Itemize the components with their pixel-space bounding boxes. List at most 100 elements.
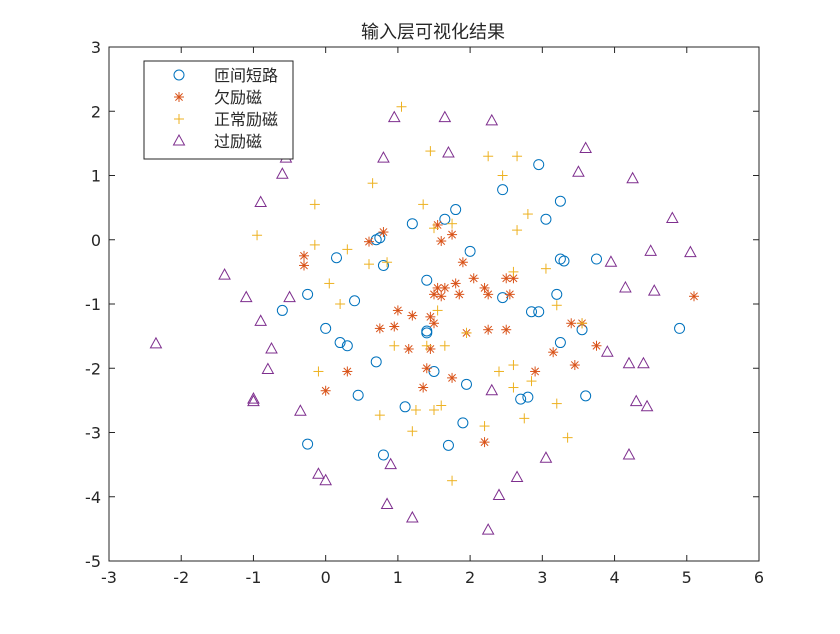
point-series-3 xyxy=(512,225,523,236)
point-series-1 xyxy=(399,401,411,413)
point-series-3 xyxy=(519,413,530,424)
point-series-2 xyxy=(389,321,400,332)
point-series-4 xyxy=(275,167,289,179)
point-series-1 xyxy=(341,340,353,352)
legend-label-4: 过励磁 xyxy=(214,132,262,151)
point-series-2 xyxy=(450,278,461,289)
point-series-3 xyxy=(512,151,523,162)
point-series-3 xyxy=(447,218,458,229)
point-series-4 xyxy=(665,211,679,224)
x-tick-label: 6 xyxy=(754,568,764,587)
point-series-1 xyxy=(406,218,418,230)
point-series-2 xyxy=(429,318,439,329)
point-series-3 xyxy=(410,405,421,416)
point-series-1 xyxy=(522,391,534,403)
point-series-3 xyxy=(382,257,393,268)
legend-label-1: 匝间短路 xyxy=(214,66,278,85)
point-series-1 xyxy=(302,288,314,300)
point-series-4 xyxy=(247,394,260,407)
point-series-1 xyxy=(428,365,440,377)
point-series-1 xyxy=(497,292,509,304)
x-tick-label: -2 xyxy=(173,568,189,587)
legend-marker-3 xyxy=(174,114,184,124)
point-series-4 xyxy=(539,451,553,463)
point-series-3 xyxy=(429,405,439,416)
point-series-2 xyxy=(689,291,699,302)
point-series-2 xyxy=(436,236,447,247)
point-series-1 xyxy=(540,213,552,225)
point-series-4 xyxy=(492,488,506,500)
point-series-2 xyxy=(454,289,465,300)
point-series-3 xyxy=(313,366,324,377)
point-series-3 xyxy=(364,259,374,270)
y-tick-label: -4 xyxy=(85,488,101,507)
point-series-4 xyxy=(319,473,333,486)
point-series-3 xyxy=(309,199,320,210)
point-series-3 xyxy=(309,239,320,250)
point-series-2 xyxy=(403,343,414,354)
point-series-2 xyxy=(421,363,432,374)
point-series-3 xyxy=(497,170,508,181)
point-series-3 xyxy=(425,146,436,157)
point-series-4 xyxy=(247,392,260,404)
point-series-1 xyxy=(334,337,346,349)
point-series-4 xyxy=(387,110,401,123)
y-tick-label: -2 xyxy=(85,359,101,378)
point-series-3 xyxy=(508,266,519,277)
point-series-2 xyxy=(299,250,309,261)
y-tick-label: 2 xyxy=(91,102,101,121)
y-tick-label: 3 xyxy=(91,38,101,57)
point-series-3 xyxy=(436,400,447,411)
point-series-1 xyxy=(370,356,382,368)
point-series-1 xyxy=(551,288,563,300)
point-series-2 xyxy=(530,366,541,377)
point-series-3 xyxy=(508,382,519,393)
legend-label-2: 欠励磁 xyxy=(214,88,262,107)
y-tick-label: -3 xyxy=(85,424,101,443)
point-series-3 xyxy=(367,178,378,189)
point-series-4 xyxy=(481,523,495,535)
point-series-3 xyxy=(432,305,443,316)
legend-box xyxy=(143,60,294,160)
point-series-3 xyxy=(389,340,400,351)
point-series-4 xyxy=(626,171,639,184)
point-series-2 xyxy=(429,289,439,300)
x-tick-label: -1 xyxy=(245,568,261,587)
point-series-1 xyxy=(352,389,364,401)
y-tick-label: 1 xyxy=(91,167,101,186)
point-series-4 xyxy=(254,314,268,326)
point-series-1 xyxy=(276,304,288,316)
point-series-1 xyxy=(464,245,476,257)
point-series-3 xyxy=(483,151,494,162)
point-series-2 xyxy=(504,289,515,300)
point-series-4 xyxy=(261,362,275,375)
point-series-3 xyxy=(551,398,562,409)
y-tick-label: -1 xyxy=(85,295,101,314)
point-series-4 xyxy=(283,290,296,303)
point-series-2 xyxy=(378,227,389,238)
point-series-1 xyxy=(439,213,451,225)
point-series-3 xyxy=(494,366,504,377)
point-series-4 xyxy=(218,268,231,280)
point-series-3 xyxy=(421,340,432,351)
point-series-2 xyxy=(479,437,490,448)
point-series-3 xyxy=(447,475,458,486)
y-tick-label: -5 xyxy=(85,552,101,571)
point-series-4 xyxy=(600,345,614,357)
point-series-1 xyxy=(533,306,545,318)
point-series-2 xyxy=(591,340,602,351)
point-series-3 xyxy=(508,360,519,371)
x-tick-label: 2 xyxy=(465,568,475,587)
point-series-2 xyxy=(569,360,580,371)
point-series-1 xyxy=(554,337,566,349)
point-series-4 xyxy=(149,336,163,349)
legend-marker-2 xyxy=(174,92,184,102)
point-series-1 xyxy=(580,390,592,402)
point-series-1 xyxy=(674,322,686,334)
chart-title: 输入层可视化结果 xyxy=(361,22,505,43)
point-series-2 xyxy=(457,257,468,268)
axis-ticks: -3 -2 -1 0 1 2 3 4 5 6 3 2 1 0 -1 -2 -3 -4 -5 xyxy=(85,38,764,587)
point-series-2 xyxy=(439,282,450,293)
